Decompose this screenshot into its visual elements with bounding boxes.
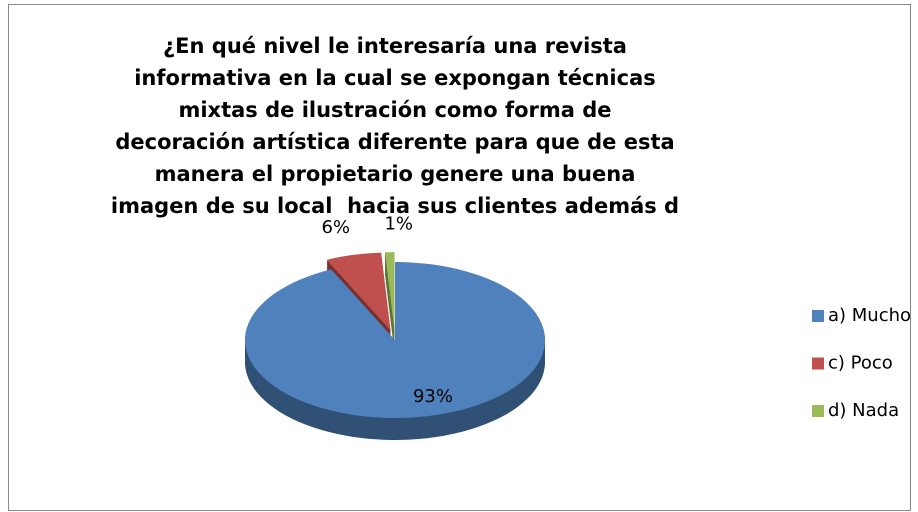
- slice: [326, 252, 391, 331]
- legend-swatch: [812, 357, 824, 370]
- legend-swatch: [812, 405, 824, 417]
- legend-swatch: [812, 310, 824, 322]
- legend-label: c) Poco: [828, 353, 893, 374]
- slice: [244, 262, 545, 419]
- data-label: 6%: [321, 217, 350, 238]
- data-label: 1%: [384, 214, 413, 235]
- legend-label: a) Mucho: [828, 305, 911, 326]
- slice: [385, 252, 395, 331]
- chart-title: ¿En qué nivel le interesaría una revista…: [110, 34, 682, 218]
- data-label: 93%: [413, 386, 453, 407]
- legend-label: d) Nada: [828, 400, 899, 421]
